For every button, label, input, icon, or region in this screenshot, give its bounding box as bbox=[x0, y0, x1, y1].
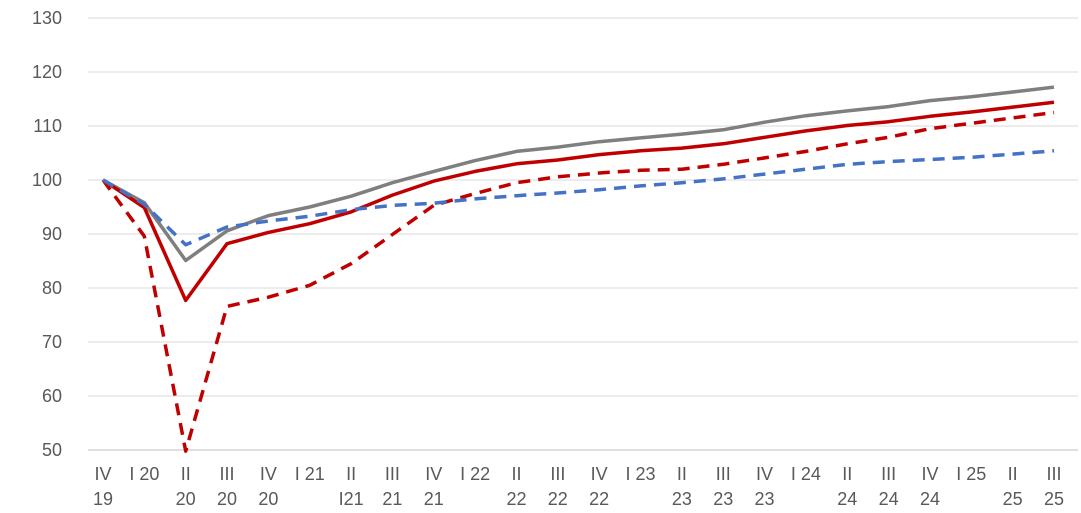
x-tick-label: II 24 bbox=[837, 464, 857, 509]
x-tick-label-line2: 24 bbox=[879, 489, 899, 509]
x-tick-label-line1: II bbox=[677, 464, 687, 484]
x-tick-label: III 22 bbox=[548, 464, 568, 509]
x-tick-label-line2: 23 bbox=[755, 489, 775, 509]
x-tick-label-line2: 20 bbox=[258, 489, 278, 509]
x-tick-label-line1: I 25 bbox=[956, 464, 986, 484]
x-tick-label-line1: II bbox=[181, 464, 191, 484]
x-tick-label: III 20 bbox=[217, 464, 237, 509]
x-tick-label-line2: 22 bbox=[548, 489, 568, 509]
x-tick-label-line1: IV bbox=[591, 464, 608, 484]
x-tick-label-line1: III bbox=[1046, 464, 1061, 484]
x-tick-label: I 25 bbox=[956, 464, 986, 484]
series-line-2 bbox=[102, 100, 1055, 303]
x-tick-label-line1: I 21 bbox=[295, 464, 325, 484]
x-tick-label: I 23 bbox=[626, 464, 656, 484]
x-tick-label: IV 24 bbox=[920, 464, 940, 509]
y-tick-label: 50 bbox=[42, 440, 62, 460]
x-tick-label-line1: IV bbox=[94, 464, 111, 484]
x-tick-label-line1: II bbox=[346, 464, 356, 484]
x-tick-label-line2: 21 bbox=[424, 489, 444, 509]
x-tick-label-line2: 19 bbox=[93, 489, 113, 509]
x-tick-label-line1: I 24 bbox=[791, 464, 821, 484]
x-tick-label-line1: II bbox=[1008, 464, 1018, 484]
x-tick-label-line2: 25 bbox=[1003, 489, 1023, 509]
y-tick-label: 60 bbox=[42, 386, 62, 406]
series-line-1 bbox=[102, 85, 1055, 263]
x-tick-label: IV 22 bbox=[589, 464, 609, 509]
x-tick-label: I 24 bbox=[791, 464, 821, 484]
x-tick-label-line2: 20 bbox=[217, 489, 237, 509]
y-tick-label: 70 bbox=[42, 332, 62, 352]
x-tick-label-line2: 22 bbox=[506, 489, 526, 509]
x-tick-label-line1: II bbox=[842, 464, 852, 484]
x-tick-label-line1: I 22 bbox=[460, 464, 490, 484]
series-line-3 bbox=[101, 110, 1055, 453]
x-tick-label: I 21 bbox=[295, 464, 325, 484]
y-axis-tick-labels: 130 120 110 100 90 80 70 60 50 bbox=[32, 8, 62, 460]
x-tick-label-line1: II bbox=[511, 464, 521, 484]
series-line-4 bbox=[102, 149, 1055, 247]
x-tick-label-line2: 23 bbox=[672, 489, 692, 509]
y-tick-label: 110 bbox=[33, 116, 62, 136]
y-tick-label: 100 bbox=[32, 170, 62, 190]
x-tick-label-line1: III bbox=[881, 464, 896, 484]
y-tick-label: 130 bbox=[32, 8, 62, 28]
x-tick-label: I 22 bbox=[460, 464, 490, 484]
x-tick-label-line1: III bbox=[550, 464, 565, 484]
x-tick-label: III 25 bbox=[1044, 464, 1064, 509]
x-tick-label-line2: 25 bbox=[1044, 489, 1064, 509]
series-lines bbox=[101, 85, 1055, 453]
y-tick-label: 90 bbox=[42, 224, 62, 244]
x-tick-label-line2: I21 bbox=[339, 489, 364, 509]
x-tick-label: III 23 bbox=[713, 464, 733, 509]
x-tick-label: II 22 bbox=[506, 464, 526, 509]
x-tick-label-line1: III bbox=[716, 464, 731, 484]
x-tick-label: III 24 bbox=[879, 464, 899, 509]
x-tick-label: II 23 bbox=[672, 464, 692, 509]
x-tick-label-line1: III bbox=[220, 464, 235, 484]
x-tick-label: II 25 bbox=[1003, 464, 1023, 509]
x-tick-label-line1: I 20 bbox=[129, 464, 159, 484]
x-tick-label: III 21 bbox=[382, 464, 402, 509]
x-tick-label-line1: IV bbox=[425, 464, 442, 484]
gridlines bbox=[88, 17, 1078, 397]
x-tick-label: IV 19 bbox=[93, 464, 113, 509]
x-tick-label-line1: III bbox=[385, 464, 400, 484]
x-tick-label: I 20 bbox=[129, 464, 159, 484]
x-tick-label-line2: 23 bbox=[713, 489, 733, 509]
x-tick-label: IV 23 bbox=[755, 464, 775, 509]
x-tick-label-line1: IV bbox=[921, 464, 938, 484]
x-tick-label-line2: 20 bbox=[176, 489, 196, 509]
x-tick-label-line1: I 23 bbox=[626, 464, 656, 484]
x-tick-label-line2: 22 bbox=[589, 489, 609, 509]
x-tick-label-line2: 21 bbox=[382, 489, 402, 509]
x-tick-label-line1: IV bbox=[260, 464, 277, 484]
y-tick-label: 120 bbox=[32, 62, 62, 82]
x-tick-label: IV 20 bbox=[258, 464, 278, 509]
x-tick-label-line1: IV bbox=[756, 464, 773, 484]
x-tick-label: II I21 bbox=[339, 464, 364, 509]
x-tick-label: IV 21 bbox=[424, 464, 444, 509]
y-tick-label: 80 bbox=[42, 278, 62, 298]
x-tick-label-line2: 24 bbox=[920, 489, 940, 509]
x-tick-label: II 20 bbox=[176, 464, 196, 509]
x-tick-label-line2: 24 bbox=[837, 489, 857, 509]
